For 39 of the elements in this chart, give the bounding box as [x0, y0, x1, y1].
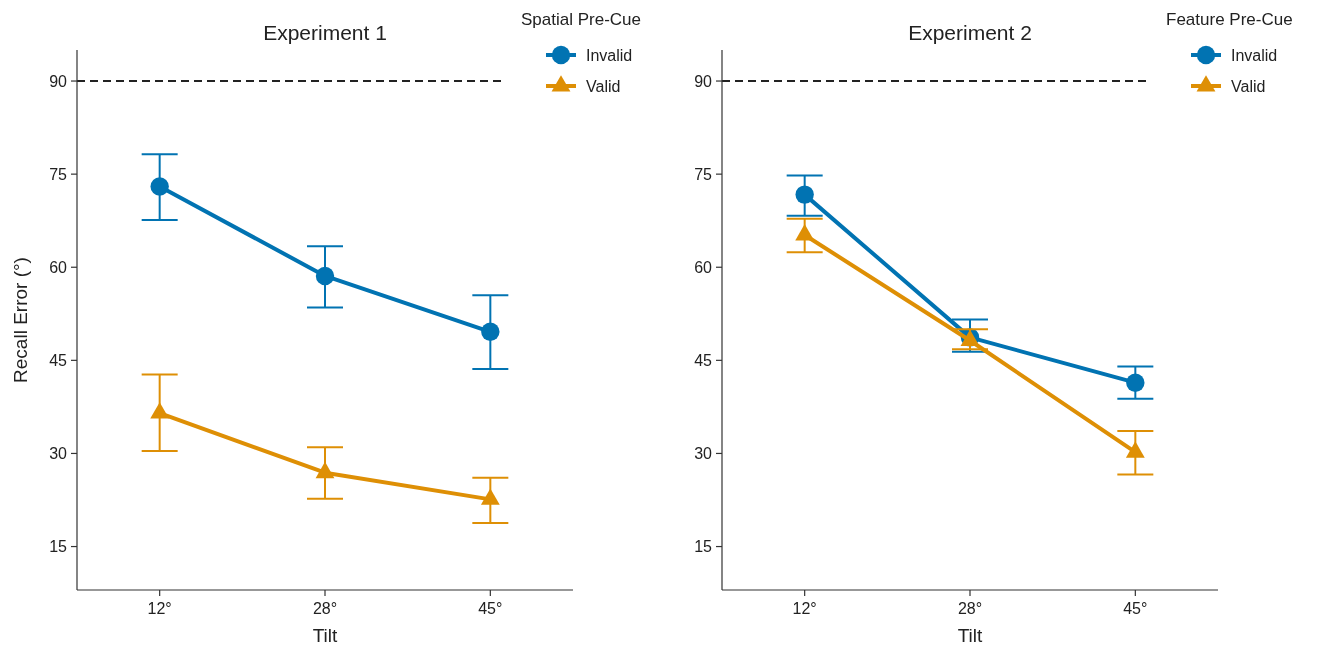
y-tick-label: 30	[49, 445, 68, 463]
y-axis-title: Recall Error (°)	[10, 257, 31, 383]
y-tick-label: 60	[694, 258, 713, 276]
y-tick-label: 75	[694, 165, 713, 183]
legend-title: Spatial Pre-Cue	[521, 10, 642, 29]
point	[315, 266, 335, 286]
x-tick-label: 45°	[478, 600, 503, 617]
point	[795, 185, 814, 204]
y-tick-label: 75	[49, 165, 68, 183]
legend-title: Feature Pre-Cue	[1166, 10, 1293, 29]
y-tick-label: 15	[694, 538, 713, 556]
y-tick-label: 60	[49, 258, 68, 276]
x-axis-title: Tilt	[312, 625, 339, 646]
legend-label: Invalid	[1231, 46, 1278, 64]
point	[481, 322, 500, 341]
y-tick-label: 90	[49, 72, 68, 90]
point	[150, 402, 170, 419]
legend-label: Invalid	[586, 46, 633, 64]
point	[795, 224, 815, 241]
point	[150, 177, 169, 196]
x-tick-label: 45°	[1123, 600, 1148, 617]
x-tick-label: 12°	[147, 600, 172, 617]
point	[1125, 441, 1145, 458]
point	[480, 488, 500, 505]
y-tick-label: 45	[49, 351, 68, 369]
x-tick-label: 28°	[312, 600, 338, 617]
y-tick-label: 15	[49, 538, 68, 556]
chart-title: Experiment 1	[263, 21, 387, 44]
point	[315, 461, 335, 479]
y-tick-label: 45	[694, 351, 713, 369]
x-axis-title: Tilt	[957, 625, 984, 646]
legend-label: Valid	[586, 77, 621, 95]
y-tick-label: 30	[694, 445, 713, 463]
x-tick-label: 28°	[957, 600, 983, 617]
legend-label: Valid	[1231, 77, 1266, 95]
x-tick-label: 12°	[792, 600, 817, 617]
point	[1126, 373, 1145, 392]
chart-title: Experiment 2	[908, 21, 1032, 44]
y-tick-label: 90	[694, 72, 713, 90]
